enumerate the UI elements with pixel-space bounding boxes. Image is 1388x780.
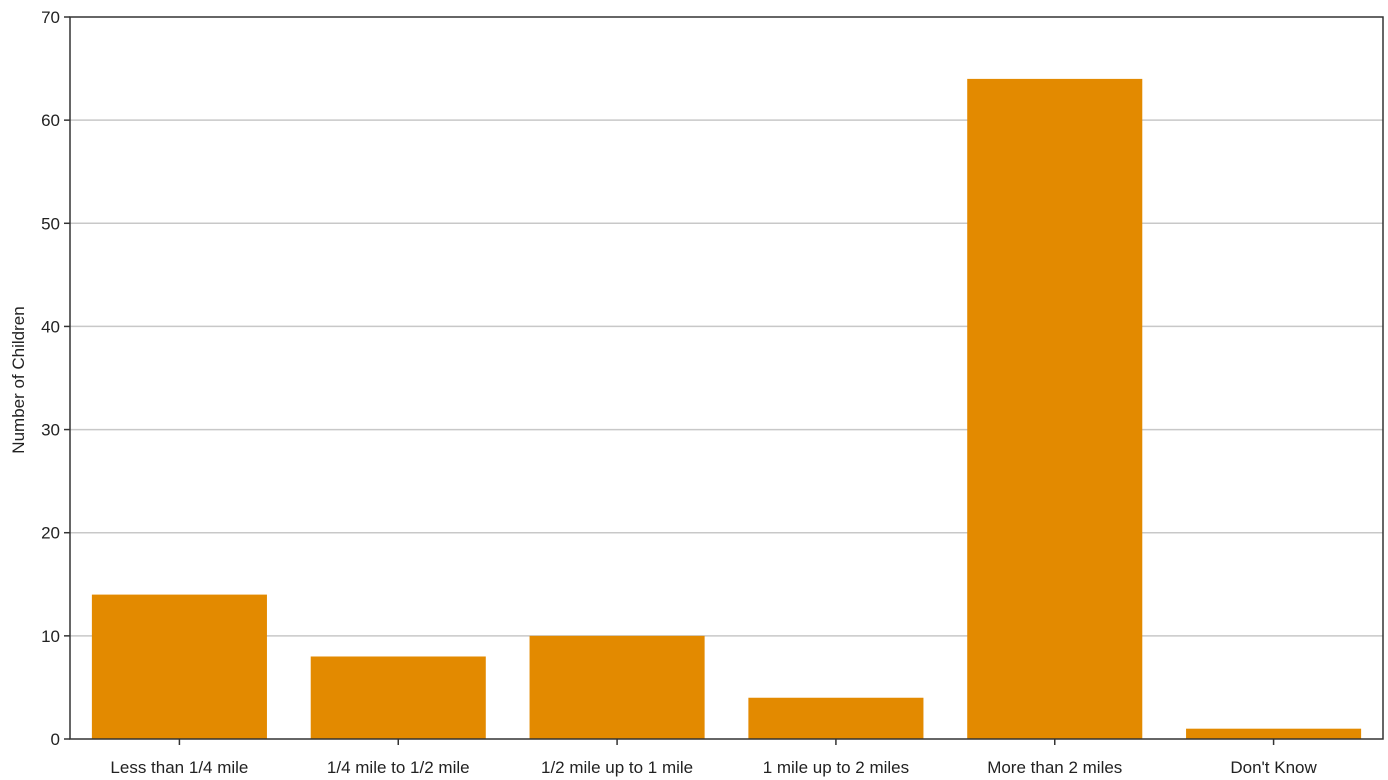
y-tick-label: 70 [41,8,60,27]
bar [529,635,705,739]
y-axis-label: Number of Children [9,306,28,453]
y-tick-labels: 0 10 20 30 40 50 60 70 [41,8,60,749]
x-tick-label: 1 mile up to 2 miles [763,758,909,777]
grid-lines [70,119,1383,637]
x-tick-label: Don't Know [1230,758,1317,777]
y-tick-label: 0 [51,730,60,749]
bar [310,656,486,739]
plot-frame [69,16,1384,740]
y-tick-label: 30 [41,421,60,440]
y-tick-label: 60 [41,111,60,130]
y-tick-label: 50 [41,214,60,233]
x-tick-label: Less than 1/4 mile [110,758,248,777]
x-tick-label: 1/4 mile to 1/2 mile [327,758,470,777]
bar [967,78,1143,739]
bar-series [91,78,1362,739]
x-tick-labels: Less than 1/4 mile 1/4 mile to 1/2 mile 1/… [110,758,1317,777]
x-tick-label: 1/2 mile up to 1 mile [541,758,693,777]
y-tick-label: 40 [41,317,60,336]
bar [748,697,924,739]
x-tick-label: More than 2 miles [987,758,1122,777]
bar [91,594,267,739]
y-tick-label: 10 [41,627,60,646]
y-tick-label: 20 [41,524,60,543]
bar [1186,728,1362,739]
axes [64,16,1384,745]
